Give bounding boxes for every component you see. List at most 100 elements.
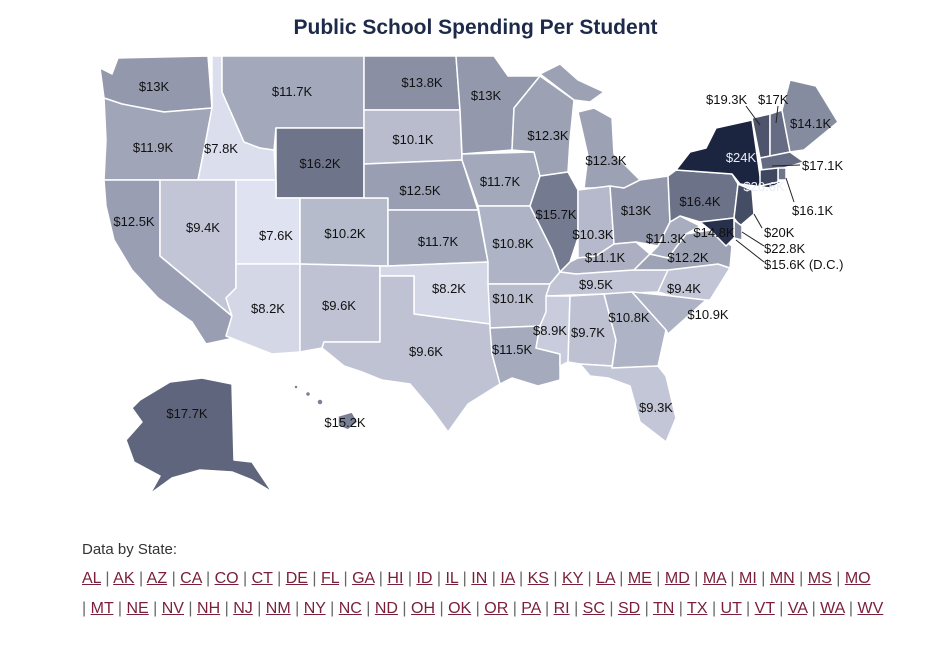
label-ky: $11.1K bbox=[585, 250, 626, 265]
state-links-row-2: | MT | NE | NV | NH | NJ | NM | NY | NC … bbox=[82, 600, 883, 618]
link-separator: | bbox=[432, 570, 446, 587]
state-link-ca[interactable]: CA bbox=[180, 570, 202, 587]
link-separator: | bbox=[339, 570, 353, 587]
label-mt: $11.7K bbox=[272, 84, 313, 99]
link-separator: | bbox=[756, 570, 770, 587]
state-link-ri[interactable]: RI bbox=[553, 600, 570, 617]
label-ia: $11.7K bbox=[480, 174, 521, 189]
state-link-or[interactable]: OR bbox=[484, 600, 509, 617]
state-link-ia[interactable]: IA bbox=[500, 570, 515, 587]
link-separator: | bbox=[403, 570, 417, 587]
link-separator: | bbox=[134, 570, 147, 587]
state-link-tn[interactable]: TN bbox=[652, 600, 675, 617]
state-link-la[interactable]: LA bbox=[596, 570, 615, 587]
label-co: $10.2K bbox=[324, 226, 366, 241]
state-ak[interactable] bbox=[125, 377, 273, 495]
label-in: $10.3K bbox=[572, 227, 614, 242]
label-hi: $15.2K bbox=[324, 415, 366, 430]
state-link-sd[interactable]: SD bbox=[617, 600, 641, 617]
label-nh: $17K bbox=[758, 92, 789, 107]
link-separator: | bbox=[374, 570, 388, 587]
state-link-mo[interactable]: MO bbox=[844, 570, 871, 587]
label-mn: $13K bbox=[471, 88, 502, 103]
state-link-ms[interactable]: MS bbox=[807, 570, 832, 587]
state-tx[interactable] bbox=[321, 275, 501, 433]
state-link-de[interactable]: DE bbox=[285, 570, 308, 587]
state-link-az[interactable]: AZ bbox=[146, 570, 168, 587]
state-link-vt[interactable]: VT bbox=[754, 600, 775, 617]
link-separator: | bbox=[82, 600, 91, 617]
state-link-mt[interactable]: MT bbox=[90, 600, 114, 617]
state-link-il[interactable]: IL bbox=[445, 570, 459, 587]
state-link-al[interactable]: AL bbox=[82, 570, 101, 587]
link-separator: | bbox=[548, 570, 562, 587]
state-link-ny[interactable]: NY bbox=[303, 600, 326, 617]
link-separator: | bbox=[514, 570, 528, 587]
label-wy: $16.2K bbox=[299, 156, 341, 171]
state-link-mi[interactable]: MI bbox=[739, 570, 757, 587]
state-link-nv[interactable]: NV bbox=[161, 600, 184, 617]
label-ga: $10.8K bbox=[608, 310, 650, 325]
label-ct: $20.6K bbox=[743, 179, 785, 194]
state-link-nj[interactable]: NJ bbox=[233, 600, 253, 617]
state-link-ak[interactable]: AK bbox=[113, 570, 135, 587]
label-ak: $17.7K bbox=[166, 406, 208, 421]
state-link-mn[interactable]: MN bbox=[769, 570, 795, 587]
state-hi[interactable] bbox=[337, 411, 359, 431]
state-link-ky[interactable]: KY bbox=[562, 570, 584, 587]
state-link-hi[interactable]: HI bbox=[387, 570, 404, 587]
link-separator: | bbox=[831, 570, 845, 587]
state-link-md[interactable]: MD bbox=[664, 570, 690, 587]
state-link-nh[interactable]: NH bbox=[197, 600, 221, 617]
state-fl[interactable] bbox=[579, 363, 677, 443]
link-separator: | bbox=[183, 600, 198, 617]
state-link-wv[interactable]: WV bbox=[857, 600, 884, 617]
label-md: $22.8K bbox=[764, 241, 806, 256]
label-tx: $9.6K bbox=[409, 344, 443, 359]
state-link-ne[interactable]: NE bbox=[126, 600, 149, 617]
label-nj: $20K bbox=[764, 225, 795, 240]
map-title: Public School Spending Per Student bbox=[293, 16, 658, 39]
state-nj[interactable] bbox=[733, 183, 755, 227]
state-link-fl[interactable]: FL bbox=[320, 570, 340, 587]
state-link-id[interactable]: ID bbox=[416, 570, 433, 587]
state-link-sc[interactable]: SC bbox=[582, 600, 605, 617]
label-pa: $16.4K bbox=[679, 194, 721, 209]
state-link-in[interactable]: IN bbox=[471, 570, 488, 587]
state-link-pa[interactable]: PA bbox=[521, 600, 541, 617]
link-separator: | bbox=[614, 570, 628, 587]
link-separator: | bbox=[794, 570, 808, 587]
state-link-ct[interactable]: CT bbox=[251, 570, 273, 587]
state-link-ks[interactable]: KS bbox=[527, 570, 549, 587]
state-link-nc[interactable]: NC bbox=[338, 600, 362, 617]
state-link-ok[interactable]: OK bbox=[448, 600, 472, 617]
state-link-va[interactable]: VA bbox=[787, 600, 808, 617]
state-md[interactable] bbox=[699, 217, 735, 247]
state-ct[interactable] bbox=[759, 167, 779, 187]
link-separator: | bbox=[252, 600, 266, 617]
state-link-tx[interactable]: TX bbox=[687, 600, 708, 617]
state-sc[interactable] bbox=[631, 291, 707, 335]
state-link-ma[interactable]: MA bbox=[702, 570, 726, 587]
state-link-nm[interactable]: NM bbox=[265, 600, 291, 617]
state-link-oh[interactable]: OH bbox=[411, 600, 436, 617]
label-ut: $7.6K bbox=[259, 228, 293, 243]
link-separator: | bbox=[844, 600, 858, 617]
state-link-wa[interactable]: WA bbox=[820, 600, 845, 617]
state-mi[interactable] bbox=[577, 107, 641, 189]
state-link-ga[interactable]: GA bbox=[352, 570, 375, 587]
state-link-co[interactable]: CO bbox=[214, 570, 239, 587]
state-link-me[interactable]: ME bbox=[627, 570, 652, 587]
label-ny: $24K bbox=[726, 150, 757, 165]
link-separator: | bbox=[707, 600, 721, 617]
label-va: $12.2K bbox=[667, 250, 709, 265]
link-separator: | bbox=[807, 600, 821, 617]
state-link-nd[interactable]: ND bbox=[374, 600, 398, 617]
state-link-ut[interactable]: UT bbox=[720, 600, 742, 617]
state-mi-upper[interactable] bbox=[539, 63, 605, 103]
link-separator: | bbox=[583, 570, 597, 587]
link-separator: | bbox=[238, 570, 252, 587]
state-or[interactable] bbox=[103, 97, 213, 181]
label-mo: $10.8K bbox=[492, 236, 534, 251]
link-separator: | bbox=[487, 570, 501, 587]
